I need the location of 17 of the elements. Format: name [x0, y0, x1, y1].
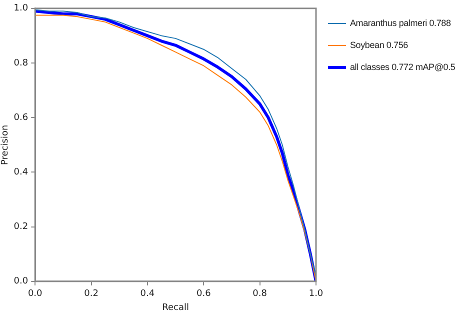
y-tick-label: 0.4: [14, 168, 28, 178]
y-tick-label: 0.2: [14, 222, 28, 232]
legend-label: Amaranthus palmeri 0.788: [350, 18, 451, 28]
x-tick-label: 0.8: [252, 289, 268, 300]
x-tick-label: 1.0: [308, 289, 324, 300]
y-tick-label: 0.8: [14, 58, 28, 68]
x-axis-title: Recall: [162, 302, 189, 313]
x-tick-label: 0.2: [84, 289, 98, 300]
y-tick-label: 0.0: [14, 276, 28, 287]
x-tick-label: 0.0: [28, 289, 43, 300]
legend-label: Soybean 0.756: [350, 40, 408, 50]
x-tick-label: 0.4: [140, 289, 155, 300]
y-tick-label: 1.0: [14, 4, 28, 14]
x-tick-label: 0.6: [196, 289, 212, 300]
y-axis-title: Precision: [0, 124, 11, 165]
legend-label: all classes 0.772 mAP@0.5: [350, 62, 456, 72]
y-tick-label: 0.6: [14, 112, 28, 123]
